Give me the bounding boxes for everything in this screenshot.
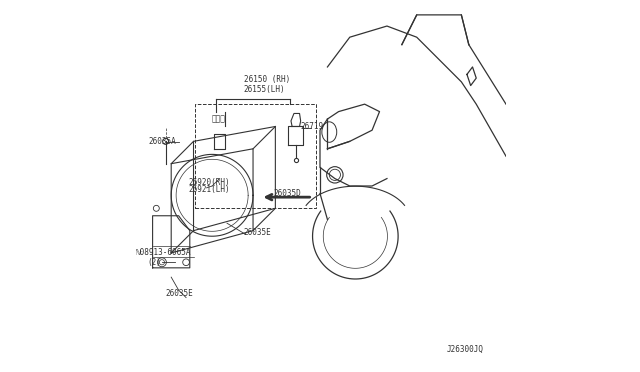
- Text: 26719: 26719: [301, 122, 324, 131]
- Text: 26150 (RH): 26150 (RH): [244, 76, 290, 84]
- Text: 26921(LH): 26921(LH): [188, 185, 230, 194]
- Text: J26300JQ: J26300JQ: [447, 345, 483, 354]
- Text: ℕ08913-6065A: ℕ08913-6065A: [136, 248, 191, 257]
- Text: 26035E: 26035E: [166, 289, 193, 298]
- Text: 26035D: 26035D: [273, 189, 301, 198]
- Text: 26920(RH): 26920(RH): [188, 178, 230, 187]
- Text: 26035A: 26035A: [149, 137, 177, 146]
- Text: 見本図: 見本図: [212, 115, 226, 124]
- Text: 26155(LH): 26155(LH): [244, 85, 285, 94]
- Text: 26035E: 26035E: [244, 228, 271, 237]
- Text: (2): (2): [147, 258, 161, 267]
